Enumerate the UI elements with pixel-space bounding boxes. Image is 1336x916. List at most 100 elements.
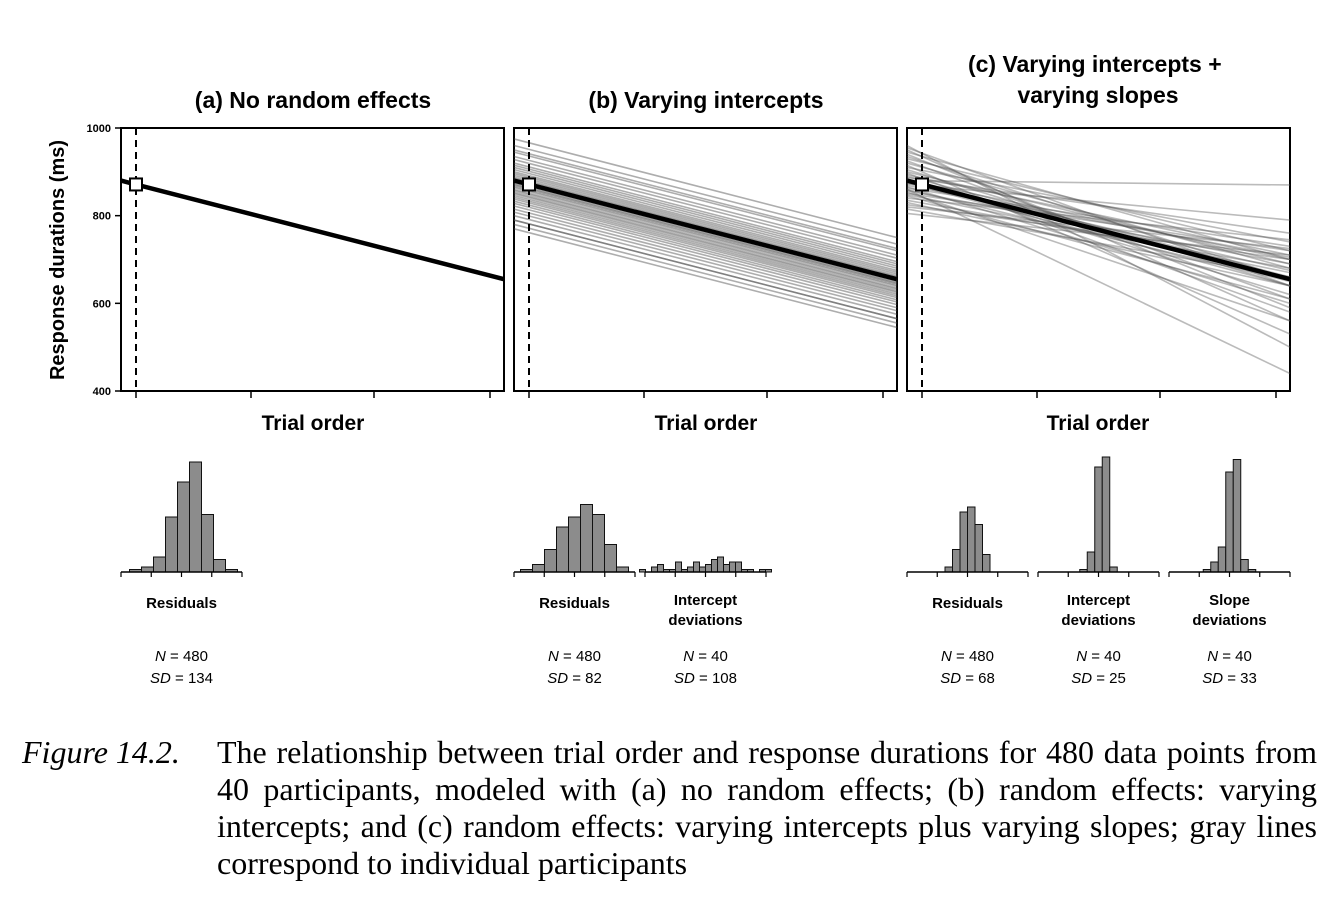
y-axis-ticks: 400 600 800 1000 [87, 123, 121, 398]
histogram-bar [657, 564, 664, 573]
histogram-stat: SD = 25 [1071, 670, 1126, 687]
histogram-bar [1240, 559, 1249, 573]
histogram-bar [711, 559, 718, 573]
participant-line [906, 151, 1291, 261]
y-tick-label: 1000 [87, 123, 111, 135]
histogram-bar [165, 516, 178, 573]
participant-line [513, 186, 898, 288]
panel-c-frame [906, 127, 1291, 392]
panel-b-title: (b) Varying intercepts [588, 87, 823, 113]
histogram-label: deviations [1192, 612, 1266, 629]
caption-label: Figure 14.2. [22, 734, 180, 770]
fixed-effect-line [120, 178, 505, 282]
participant-line [513, 155, 898, 256]
participant-line [906, 157, 1291, 252]
histogram-bar [189, 461, 202, 573]
participant-line [906, 199, 1291, 270]
participant-line [513, 205, 898, 306]
participant-line [513, 172, 898, 273]
histograms: Residuals N = 480 SD = 134 Residuals N = 480… [120, 456, 1291, 687]
histogram-bar [1101, 456, 1111, 573]
histogram-stat: N = 40 [1207, 648, 1252, 665]
intercept-marker [129, 177, 143, 192]
participant-line [906, 208, 1291, 278]
histogram-bar [967, 506, 976, 573]
histogram-bar [532, 564, 545, 573]
histogram-bar [974, 524, 983, 573]
histogram-bar [1210, 561, 1219, 573]
panel-b-frame [513, 127, 898, 392]
participant-line [906, 201, 1291, 287]
participant-line [513, 219, 898, 320]
histogram-bar [717, 556, 724, 573]
histogram-bar [1225, 471, 1234, 573]
participant-line [513, 223, 898, 324]
participant-line [513, 166, 898, 267]
participant-line [513, 151, 898, 252]
participant-line [513, 198, 898, 299]
participant-line [906, 195, 1291, 300]
histogram-bar [1094, 466, 1103, 573]
participant-line [906, 175, 1291, 278]
histogram-bar [735, 561, 742, 573]
participant-line [906, 183, 1291, 221]
participant-line [513, 162, 898, 263]
panel-a-frame [120, 127, 505, 392]
histogram-stat: N = 480 [548, 648, 601, 665]
participant-line [513, 194, 898, 295]
participant-line [906, 179, 1291, 186]
histogram-stat: N = 40 [683, 648, 728, 665]
intercept-marker [915, 177, 929, 192]
histogram-stat: SD = 82 [547, 670, 602, 687]
histogram-bar [1232, 459, 1242, 573]
participant-line [513, 214, 898, 316]
histogram-stat: SD = 33 [1202, 670, 1257, 687]
participant-line [906, 188, 1291, 283]
histogram-stat: SD = 134 [150, 670, 213, 687]
histogram-label: Residuals [539, 595, 610, 612]
participant-line [906, 179, 1291, 261]
histogram-bar [982, 554, 991, 573]
histogram-label: Slope [1209, 592, 1250, 609]
histogram-bar [213, 559, 226, 573]
histogram-bar [153, 556, 166, 573]
participant-line [513, 219, 898, 320]
histogram-bar [580, 504, 593, 573]
participant-line [513, 174, 898, 275]
histogram-label: deviations [668, 612, 742, 629]
participant-line [906, 155, 1291, 280]
histogram-label: Intercept [1067, 592, 1130, 609]
participant-line [906, 193, 1291, 274]
histogram-label: Residuals [146, 595, 217, 612]
histogram-bar [592, 514, 605, 573]
histogram-bar [765, 569, 772, 573]
participant-line [513, 158, 898, 259]
participant-line [513, 192, 898, 294]
participant-line [906, 212, 1291, 256]
participant-line [513, 176, 898, 277]
figure-panels: Response durations (ms) (a) No random ef… [47, 51, 1291, 687]
participant-line [906, 176, 1291, 234]
caption-text: The relationship between trial order and… [217, 734, 1317, 881]
participant-line [906, 197, 1291, 241]
participant-line [513, 196, 898, 297]
y-axis-label: Response durations (ms) [47, 140, 69, 380]
participant-line [513, 202, 898, 303]
participant-line [513, 171, 898, 272]
participant-line [906, 182, 1291, 287]
histogram-label: deviations [1061, 612, 1135, 629]
panel-a-title: (a) No random effects [195, 87, 431, 113]
participant-line [906, 192, 1291, 252]
participant-line [906, 162, 1291, 270]
participant-line [513, 149, 898, 250]
intercept-marker [522, 177, 536, 192]
histogram-stat: N = 40 [1076, 648, 1121, 665]
histogram-stat: SD = 68 [940, 670, 995, 687]
histogram-stat: N = 480 [155, 648, 208, 665]
participant-line [906, 166, 1291, 243]
x-axis-ticks [135, 391, 1277, 398]
participant-line [906, 191, 1291, 322]
participant-line [513, 185, 898, 286]
participant-line [906, 185, 1291, 305]
participant-line [513, 200, 898, 301]
